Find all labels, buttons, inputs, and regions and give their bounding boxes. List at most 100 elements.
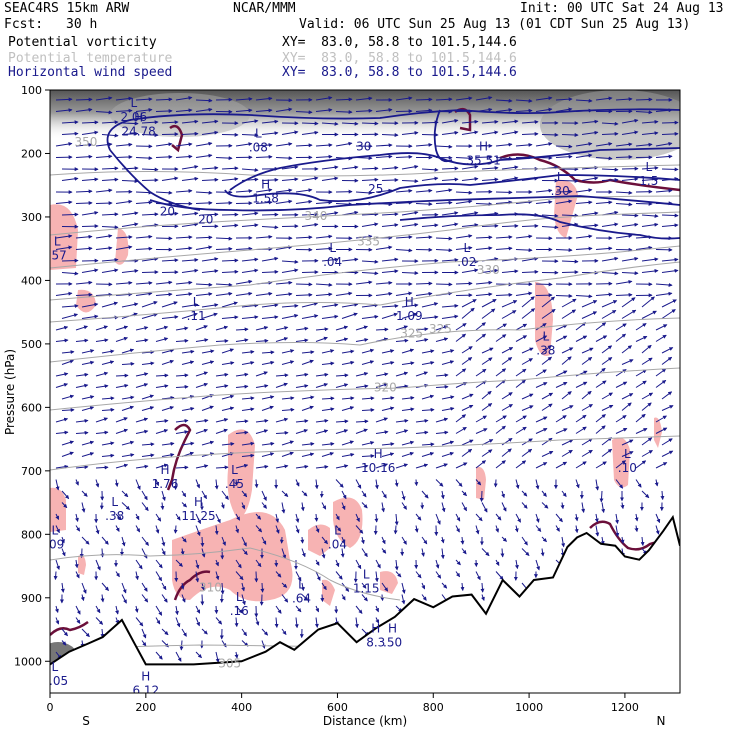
wind-arrow [521,548,530,556]
wind-arrow [661,299,677,308]
wind-arrow [161,536,166,547]
wind-arrow [95,142,113,147]
wind-arrow [95,605,101,614]
wind-arrow [521,393,534,400]
wind-arrow [661,213,679,218]
wind-arrow [541,490,547,497]
wind-arrow [634,513,639,522]
wind-arrow [415,418,429,423]
pv-extremum-value: .08 [249,141,268,155]
wind-arrow [61,359,74,365]
wind-arrow [181,164,199,170]
wind-arrow [515,291,533,296]
wind-arrow [461,130,479,135]
wind-arrow [241,548,248,556]
wind-arrow [461,223,479,228]
wind-arrow [75,383,89,388]
pv-contour [166,423,192,491]
wind-arrow [255,559,262,568]
wind-arrow [101,349,115,354]
wind-arrow [314,479,319,490]
wind-arrow [335,464,349,469]
wind-arrow [641,222,659,227]
wind-arrow [115,235,133,240]
wind-arrow [321,582,327,591]
wind-arrow [315,282,333,287]
wind-arrow [620,502,625,510]
wind-arrow [361,271,379,276]
wind-arrow [475,246,493,251]
wind-arrow [101,453,115,458]
wind-arrow [281,594,289,603]
wind-arrow [195,338,209,343]
wind-arrow [53,571,58,581]
wind-arrow [235,189,253,194]
wind-arrow [521,131,539,136]
wind-arrow [621,309,637,319]
wind-arrow [135,559,143,570]
wind-arrow [161,315,179,320]
wind-arrow [295,419,309,424]
axes: 100 200 300 400 500 600 700 800 900 1000 0 200 400 60… [14,84,639,714]
wind-arrow [620,536,625,544]
wind-arrow [295,428,309,434]
wind-arrow [640,536,645,547]
wind-arrow [455,246,473,250]
wind-arrow [215,282,233,287]
wind-arrow [100,594,105,603]
wind-arrow [501,300,518,308]
wind-arrow [115,336,129,342]
wind-arrow [401,536,407,545]
wind-arrow [361,407,375,412]
wind-arrow [195,559,200,570]
wind-arrow [281,407,295,412]
wind-arrow [575,461,587,469]
wind-arrow [515,108,533,113]
wind-arrow [375,188,393,193]
wind-arrow [141,502,149,512]
wind-arrow [161,211,179,216]
wind-arrow [220,502,225,509]
wind-arrow [281,582,288,588]
wind-arrow [521,256,539,262]
wind-arrow [335,571,343,580]
wind-arrow [241,223,259,228]
theta-label: 350 [74,135,97,149]
wind-arrow [195,107,213,112]
wind-arrow [121,502,130,510]
wind-arrow [95,234,113,239]
wind-arrow [155,292,173,297]
wind-arrow [535,369,547,377]
wind-arrow [341,536,346,545]
wind-arrow [375,291,393,296]
wind-arrow [241,594,246,606]
init-time: Init: 00 UTC Sat 24 Aug 13 [520,1,724,16]
wind-arrow [575,98,593,103]
wind-arrow [361,222,379,227]
wind-arrow [495,334,507,342]
wind-arrow [301,548,306,558]
wind-arrow [115,373,129,378]
wind-arrow [95,371,109,377]
wind-arrow [95,384,109,389]
wind-arrow [314,617,319,628]
wind-arrow [115,571,120,578]
wind-arrow [501,536,507,542]
wind-arrow [421,407,435,412]
wind-arrow [501,392,513,400]
wind-arrow [55,430,69,435]
wind-arrow [421,442,435,447]
wind-arrow [175,142,193,147]
wind-arrow [541,344,552,354]
wind-arrow [215,571,220,581]
wind-arrow [401,594,406,605]
wind-arrow [275,382,288,388]
wind-arrow [615,525,620,537]
wind-arrow [61,407,75,412]
pv-extremum-type: L [193,295,200,309]
wind-arrow [315,465,329,469]
wind-arrow [155,384,169,389]
wind-arrow [295,188,313,193]
wind-arrow [295,282,313,287]
